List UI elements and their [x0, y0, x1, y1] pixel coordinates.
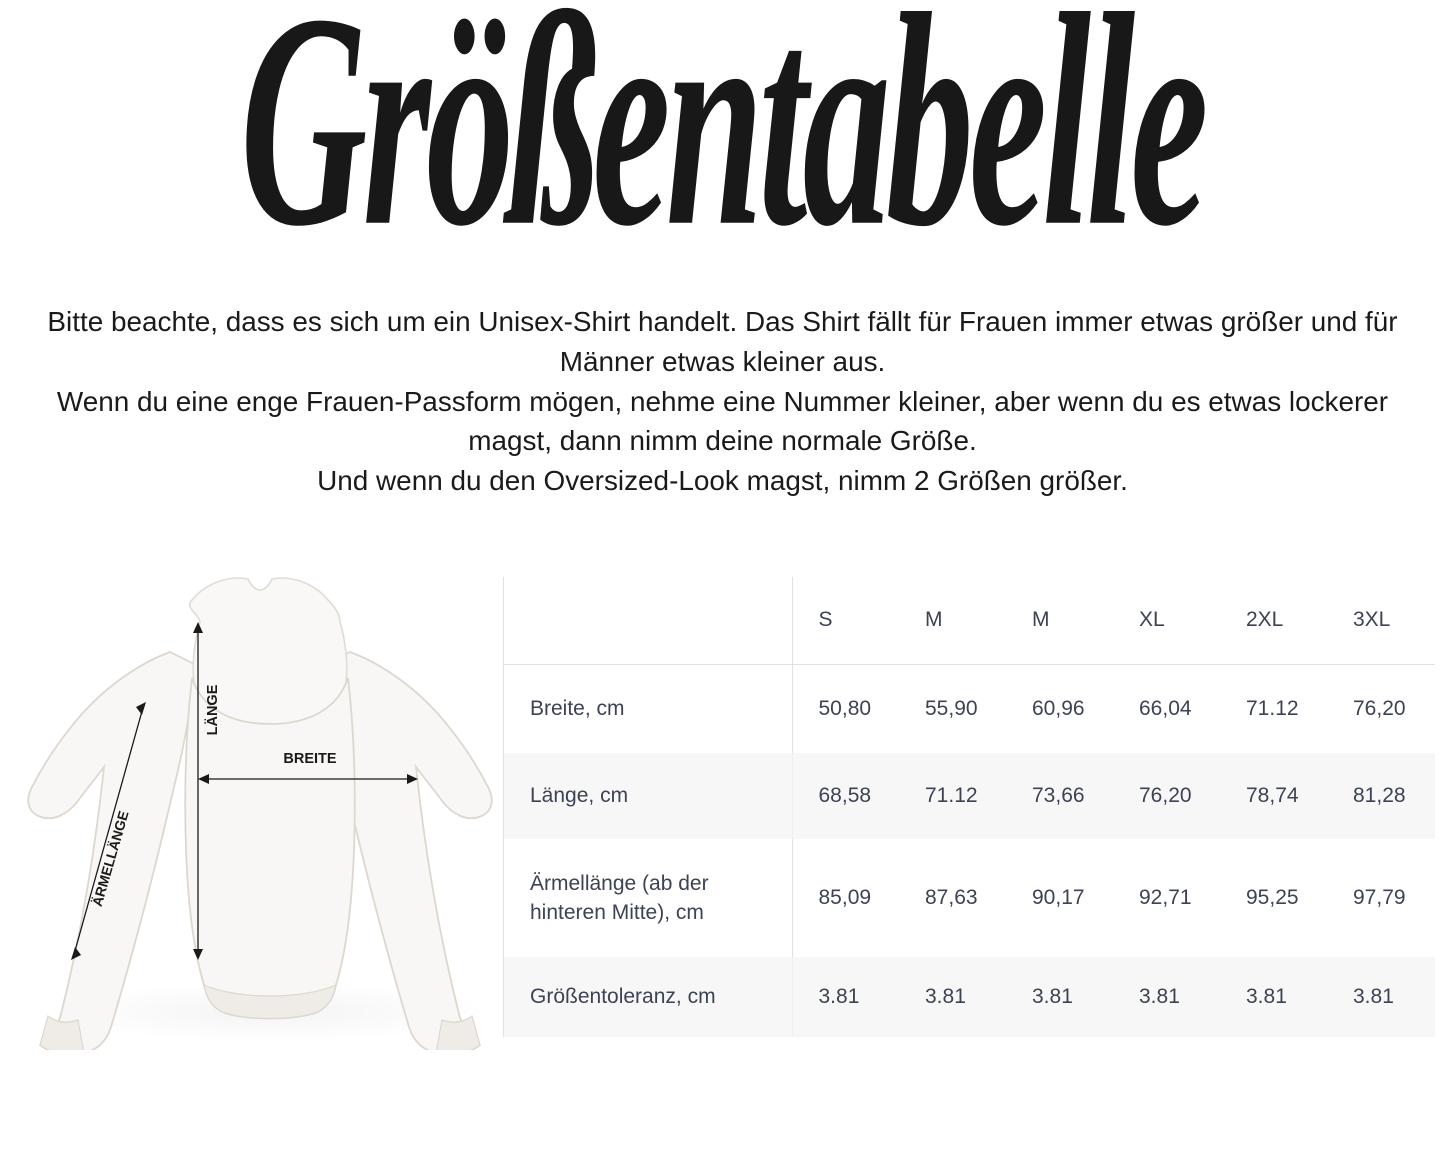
svg-text:LÄNGE: LÄNGE — [204, 684, 221, 735]
svg-text:Größentabelle: Größentabelle — [240, 5, 1205, 289]
svg-text:BREITE: BREITE — [283, 751, 337, 767]
